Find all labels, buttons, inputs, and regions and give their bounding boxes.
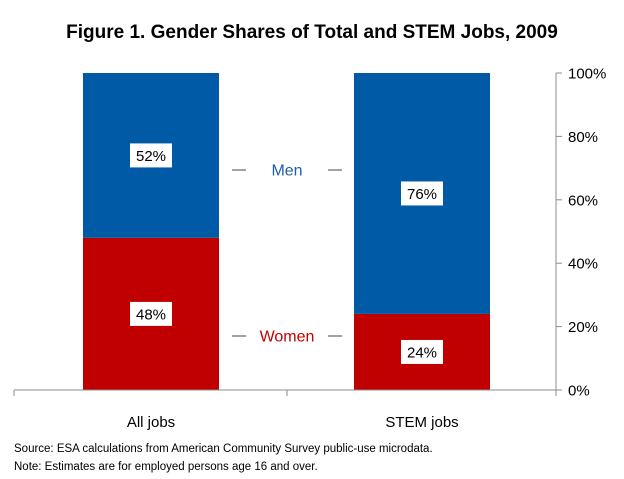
category-label-1: STEM jobs — [385, 414, 458, 431]
chart-notes: Source: ESA calculations from American C… — [14, 440, 433, 476]
data-label-men-1: 76% — [407, 186, 437, 203]
y-tick-label-4: 80% — [568, 129, 598, 146]
y-tick-label-0: 0% — [568, 383, 590, 400]
data-label-box-men-1 — [401, 181, 443, 206]
legend-label-men: Men — [271, 163, 302, 180]
data-label-women-1: 24% — [407, 344, 437, 361]
data-label-men-0: 52% — [136, 148, 166, 165]
legend-label-women: Women — [260, 329, 315, 346]
y-tick-label-1: 20% — [568, 319, 598, 336]
data-label-women-0: 48% — [136, 306, 166, 323]
estimate-note: Note: Estimates are for employed persons… — [14, 461, 318, 473]
y-tick-label-2: 40% — [568, 256, 598, 273]
category-label-0: All jobs — [127, 414, 175, 431]
data-label-box-men-0 — [130, 143, 172, 168]
chart-title: Figure 1. Gender Shares of Total and STE… — [66, 22, 558, 43]
y-tick-label-3: 60% — [568, 192, 598, 209]
y-tick-label-5: 100% — [568, 66, 606, 83]
data-label-box-women-0 — [130, 301, 172, 326]
source-note: Source: ESA calculations from American C… — [14, 443, 433, 455]
data-label-box-women-1 — [401, 339, 443, 364]
